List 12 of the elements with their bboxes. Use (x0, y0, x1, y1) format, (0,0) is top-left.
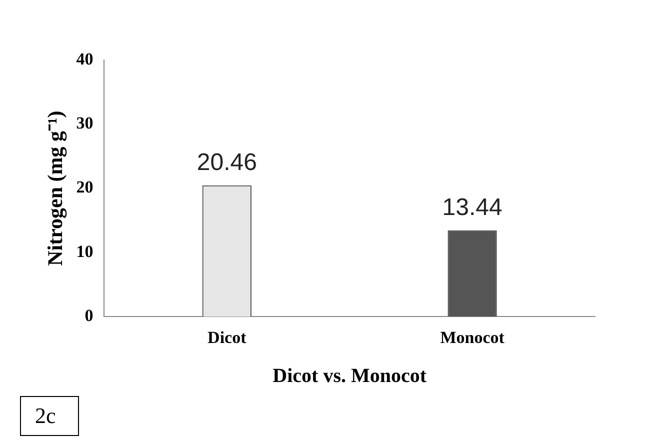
y-tick-label: 40 (76, 49, 94, 68)
y-tick-label: 20 (76, 178, 94, 197)
data-label: 20.46 (196, 148, 257, 176)
x-tick-label: Dicot (208, 328, 247, 348)
y-tick-label: 30 (76, 114, 94, 133)
data-label: 13.44 (442, 194, 502, 222)
text: 2c (20, 396, 79, 436)
y-tick-label: 10 (76, 242, 94, 261)
x-axis-title: Dicot vs. Monocot (272, 365, 427, 388)
x-tick-label: Monocot (440, 328, 505, 348)
y-axis-title: Nitrogen (mg g⁻¹) (43, 110, 68, 266)
y-tick-label: 0 (84, 306, 94, 325)
